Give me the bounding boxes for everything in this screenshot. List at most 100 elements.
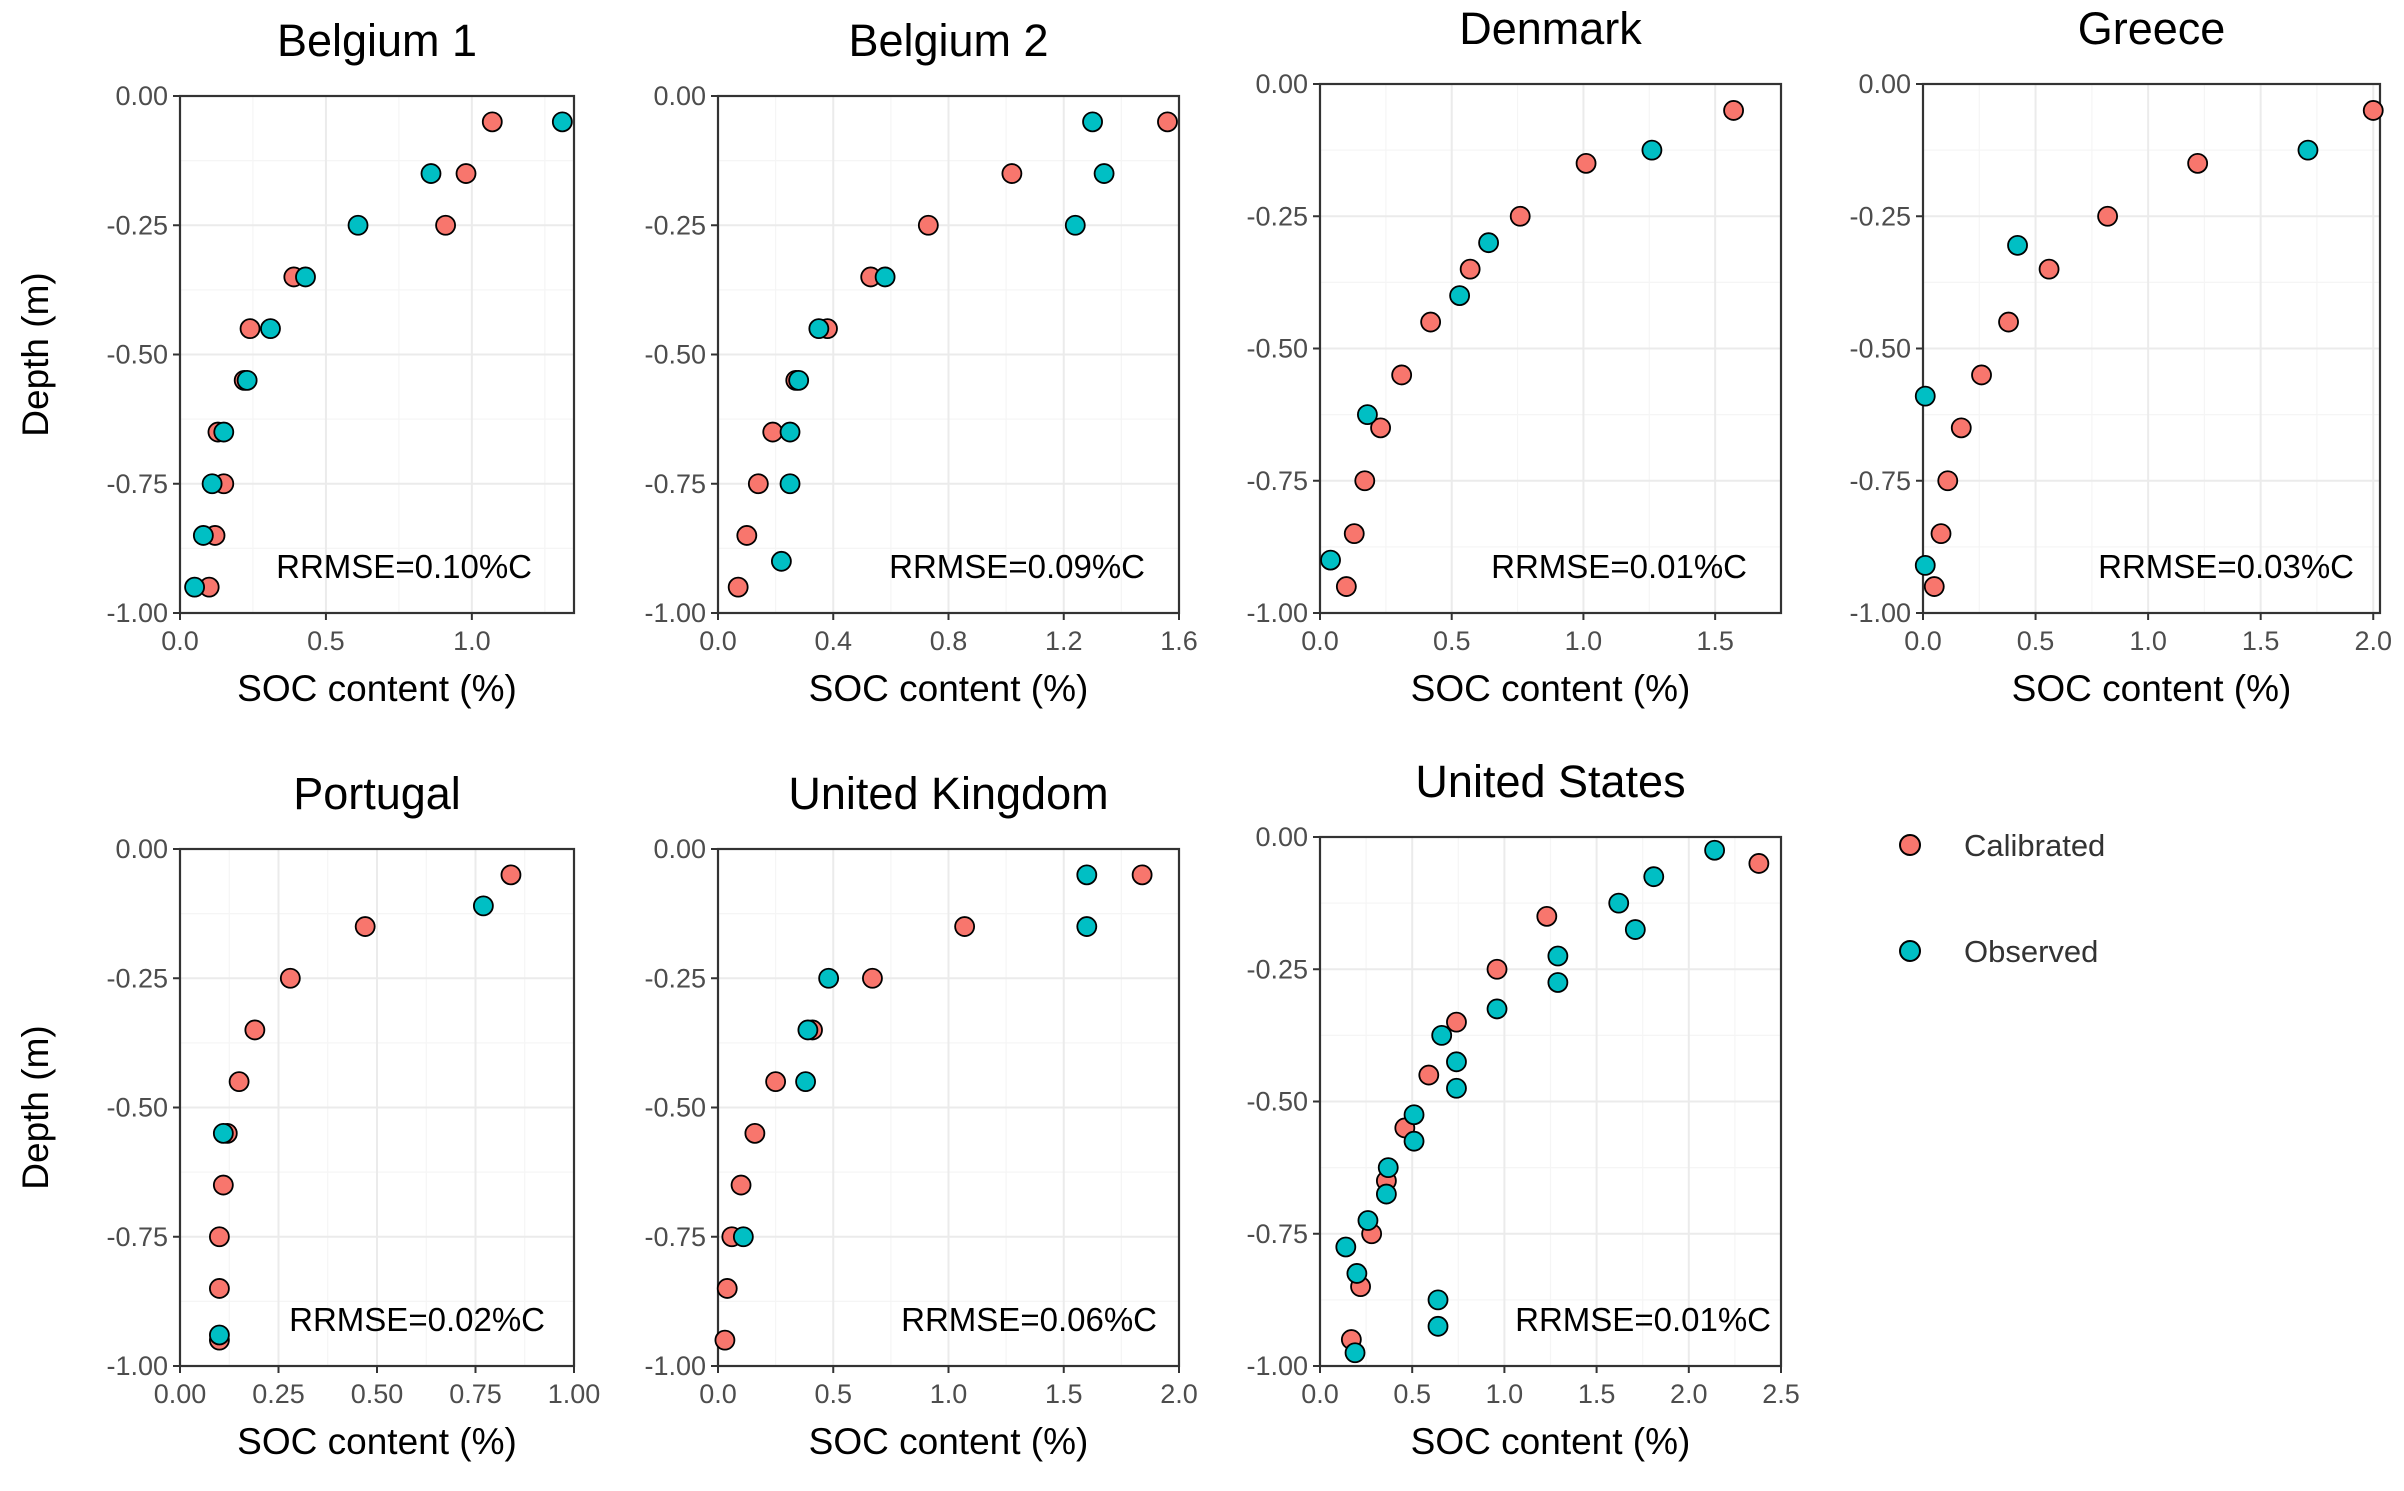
point-observed [1076, 916, 1098, 937]
y-tick-label: -0.25 [1246, 954, 1308, 984]
y-tick-label: -0.50 [1849, 334, 1911, 364]
point-observed [1357, 404, 1378, 426]
point-observed [795, 1071, 816, 1093]
point-calibrated [1950, 417, 1972, 439]
x-tick-label: 0.0 [699, 1379, 737, 1409]
y-tick-label: 0.00 [115, 81, 168, 111]
series-observed [184, 111, 573, 598]
grid [717, 848, 1180, 1367]
x-tick-label: 0.0 [1301, 626, 1339, 656]
y-tick-label: 0.00 [653, 834, 706, 864]
x-tick-label: 0.4 [814, 626, 852, 656]
point-observed [1643, 866, 1665, 888]
x-tick-label: 1.0 [453, 626, 491, 656]
y-tick-label: 0.00 [1858, 69, 1911, 99]
x-tick-label: 0.0 [161, 626, 199, 656]
point-observed [192, 525, 214, 546]
series-calibrated [1923, 100, 2384, 597]
y-tick-label: -1.00 [1246, 598, 1308, 628]
point-calibrated [716, 1278, 738, 1299]
x-tick-label: 2.0 [2354, 626, 2392, 656]
panels: 0.00-0.25-0.50-0.75-1.000.0 0.5 1.0Belgium… [15, 3, 2392, 1462]
rrmse-annotation: RRMSE=0.01%C [1515, 1301, 1771, 1338]
point-calibrated [862, 967, 883, 989]
legend-key-observed [1899, 940, 1921, 962]
x-axis-label: SOC content (%) [2012, 668, 2292, 709]
y-tick-label: -1.00 [644, 598, 706, 628]
point-calibrated [1509, 205, 1531, 227]
point-observed [1914, 554, 1936, 576]
series-observed [732, 864, 1098, 1248]
x-tick-label: 1.5 [1696, 626, 1734, 656]
y-tick-label: 0.00 [653, 81, 706, 111]
y-tick-label: -0.50 [1246, 1087, 1308, 1117]
point-observed [1449, 285, 1471, 307]
series-observed [208, 895, 494, 1346]
panel-title: Belgium 1 [277, 15, 477, 66]
legend-item-observed: Observed [1899, 934, 2098, 969]
x-tick-label: 1.5 [1578, 1379, 1616, 1409]
x-axis-label: SOC content (%) [809, 668, 1089, 709]
point-observed [1427, 1315, 1449, 1337]
point-calibrated [208, 1278, 230, 1299]
point-calibrated [714, 1329, 736, 1351]
point-calibrated [1420, 311, 1442, 333]
x-axis-label: SOC content (%) [237, 1421, 517, 1462]
point-observed [213, 421, 235, 443]
x-axis-label: SOC content (%) [809, 1421, 1089, 1462]
point-observed [1446, 1051, 1467, 1073]
y-tick-label: -1.00 [106, 1351, 168, 1381]
x-tick-label: 1.0 [2129, 626, 2167, 656]
point-observed [2297, 139, 2319, 161]
panel-title: United States [1415, 756, 1685, 807]
y-tick-label: -0.25 [1246, 201, 1308, 231]
point-calibrated [1575, 152, 1597, 174]
x-tick-label: 0.0 [1904, 626, 1942, 656]
x-tick-label: 0.5 [1393, 1379, 1431, 1409]
point-observed [1335, 1236, 1357, 1258]
panel-title: Belgium 2 [848, 15, 1048, 66]
x-axis-label: SOC content (%) [237, 668, 517, 709]
y-tick-label: -0.25 [644, 210, 706, 240]
point-observed [1914, 385, 1936, 407]
point-observed [779, 421, 801, 443]
point-calibrated [736, 525, 758, 546]
point-observed [472, 895, 494, 917]
panel-title: Portugal [293, 768, 461, 819]
series-calibrated [714, 864, 1153, 1351]
y-tick-label: -0.75 [1849, 466, 1911, 496]
y-tick-label: -0.50 [644, 340, 706, 370]
x-axis-label: SOC content (%) [1411, 1421, 1691, 1462]
point-calibrated [1131, 864, 1153, 886]
point-calibrated [1370, 417, 1391, 439]
point-observed [1547, 945, 1569, 967]
point-calibrated [744, 1122, 766, 1144]
x-tick-label: 2.0 [1160, 1379, 1198, 1409]
panel-title: United Kingdom [788, 768, 1108, 819]
point-observed [797, 1019, 819, 1041]
y-tick-label: -0.25 [106, 210, 168, 240]
x-tick-label: 2.0 [1670, 1379, 1708, 1409]
point-calibrated [2097, 205, 2119, 227]
x-tick-label: 0.00 [154, 1379, 207, 1409]
point-observed [779, 473, 801, 495]
x-tick-label: 0.0 [1301, 1379, 1339, 1409]
legend-item-calibrated: Calibrated [1899, 828, 2105, 863]
panel-title: Greece [2078, 3, 2226, 54]
point-calibrated [762, 421, 784, 443]
point-calibrated [455, 163, 477, 184]
point-calibrated [2362, 100, 2384, 121]
point-observed [818, 967, 840, 989]
point-calibrated [2187, 152, 2209, 174]
point-observed [1486, 998, 1508, 1020]
point-observed [420, 163, 442, 184]
point-calibrated [435, 214, 456, 236]
panel-title: Denmark [1459, 3, 1642, 54]
point-observed [1403, 1104, 1425, 1126]
point-observed [1704, 839, 1726, 861]
y-tick-label: 0.00 [115, 834, 168, 864]
point-observed [551, 111, 573, 133]
legend: Calibrated Observed [1899, 828, 2105, 969]
y-tick-label: -1.00 [1246, 1351, 1308, 1381]
x-tick-label: 0.8 [930, 626, 968, 656]
